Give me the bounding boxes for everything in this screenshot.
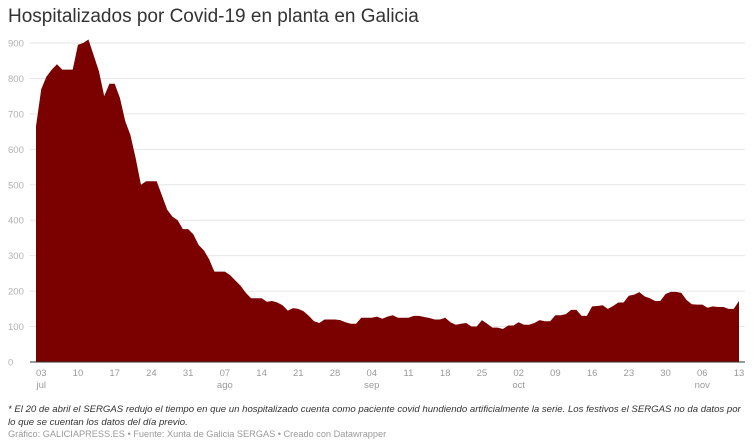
y-tick-label: 0 bbox=[8, 358, 13, 369]
x-tick-label: 16 bbox=[587, 368, 598, 379]
credits: Gráfico: GALICIAPRESS.ES • Fuente: Xunta… bbox=[8, 429, 387, 439]
x-tick-label: 30 bbox=[660, 368, 671, 379]
x-tick-label: 25 bbox=[477, 368, 488, 379]
x-tick-label: 24 bbox=[146, 368, 157, 379]
x-tick-label: 09 bbox=[550, 368, 561, 379]
x-month-label: jul bbox=[35, 380, 46, 391]
y-tick-label: 600 bbox=[8, 145, 24, 156]
x-tick-label: 11 bbox=[404, 368, 414, 379]
x-tick-label: 21 bbox=[293, 368, 304, 379]
x-tick-label: 17 bbox=[109, 368, 120, 379]
y-tick-label: 200 bbox=[8, 287, 24, 298]
y-tick-label: 900 bbox=[8, 39, 24, 50]
y-tick-label: 400 bbox=[8, 216, 24, 227]
footnote: * El 20 de abril el SERGAS redujo el tie… bbox=[8, 404, 741, 428]
area-series bbox=[36, 39, 739, 363]
chart-title: Hospitalizados por Covid-19 en planta en… bbox=[8, 6, 419, 27]
x-tick-label: 28 bbox=[330, 368, 341, 379]
y-tick-label: 500 bbox=[8, 180, 24, 191]
x-tick-label: 14 bbox=[256, 368, 267, 379]
y-tick-label: 100 bbox=[8, 322, 24, 333]
x-month-label: nov bbox=[695, 380, 711, 391]
x-month-label: oct bbox=[512, 380, 525, 391]
x-tick-label: 10 bbox=[73, 368, 84, 379]
y-tick-label: 300 bbox=[8, 251, 24, 262]
x-tick-label: 07 bbox=[220, 368, 231, 379]
x-tick-label: 23 bbox=[624, 368, 635, 379]
x-tick-label: 03 bbox=[36, 368, 47, 379]
x-tick-label: 06 bbox=[697, 368, 708, 379]
x-month-label: ago bbox=[217, 380, 233, 391]
x-tick-label: 04 bbox=[366, 368, 377, 379]
y-axis-ticks: 0 100 200 300 400 500 600 700 800 900 bbox=[8, 39, 24, 369]
y-tick-label: 800 bbox=[8, 74, 24, 85]
x-month-label: sep bbox=[364, 380, 379, 391]
x-tick-label: 18 bbox=[440, 368, 451, 379]
y-tick-label: 700 bbox=[8, 109, 24, 120]
x-tick-label: 02 bbox=[513, 368, 524, 379]
x-tick-label: 31 bbox=[183, 368, 194, 379]
x-tick-label: 13 bbox=[734, 368, 745, 379]
